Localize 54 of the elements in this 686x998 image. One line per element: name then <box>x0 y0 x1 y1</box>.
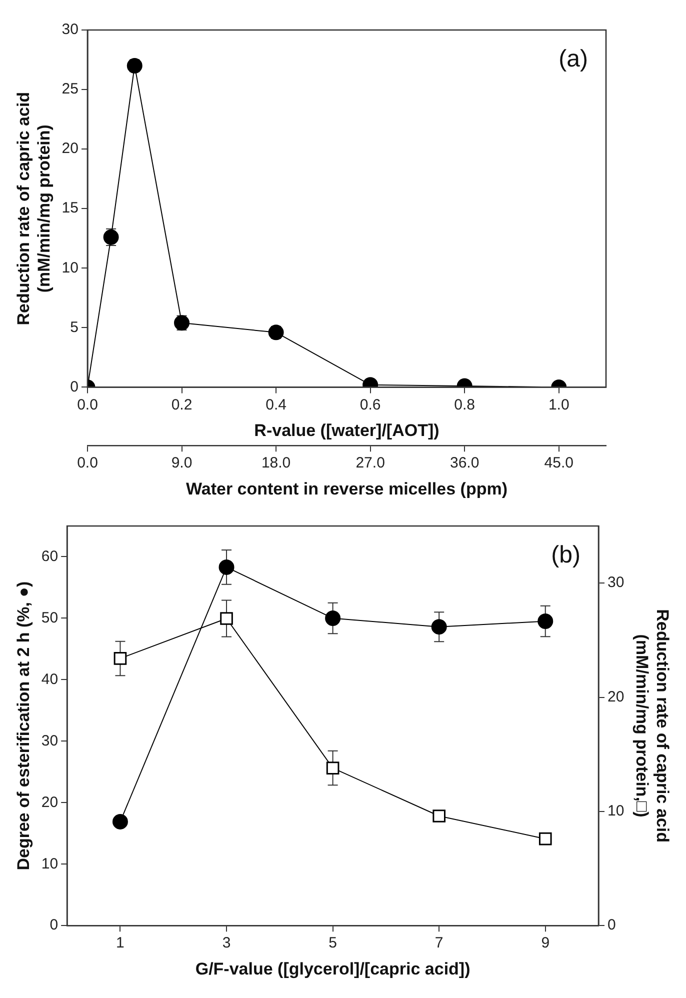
x2-tick-label: 9.0 <box>171 454 192 472</box>
y-tick-label: 20 <box>41 794 58 811</box>
point <box>325 610 341 626</box>
y2-axis-title: Reduction rate of capric acid (mM/min/mg protein,□) <box>632 609 672 842</box>
x-tick-label: 0.8 <box>454 396 476 414</box>
point <box>432 810 446 822</box>
y-tick-label: 20 <box>62 140 78 158</box>
x2-tick-label: 18.0 <box>261 454 291 472</box>
y2-tick-label: 30 <box>608 574 624 592</box>
point <box>112 814 128 830</box>
x-tick-label: 7 <box>434 934 444 952</box>
x2-tick-label: 45.0 <box>544 454 574 472</box>
y-tick-label: 50 <box>41 609 58 626</box>
x-axis-title: G/F-value ([glycerol]/[capric acid]) <box>195 959 470 978</box>
x2-tick-label: 36.0 <box>450 454 480 472</box>
x-tick-label: 0.6 <box>360 396 381 414</box>
y-axis-title: Degree of esterification at 2 h (%, ●) <box>14 581 33 870</box>
point <box>220 612 233 625</box>
x-tick-label: 1 <box>116 934 124 952</box>
point <box>538 614 554 630</box>
x-tick-label: 5 <box>328 934 337 952</box>
x-tick-label: 0.0 <box>77 396 98 414</box>
y-tick-label: 10 <box>41 855 58 872</box>
point <box>126 58 142 74</box>
y2-tick-label: 10 <box>608 802 624 820</box>
y-tick-label: 30 <box>62 21 78 38</box>
x2-axis-title: Water content in reverse micelles (ppm) <box>186 479 508 498</box>
annotation: (b) <box>551 542 581 569</box>
y-tick-label: 0 <box>70 378 78 396</box>
x-tick-label: 9 <box>541 934 550 952</box>
annotation: (a) <box>558 46 588 73</box>
x2-tick-label: 0.0 <box>77 454 98 472</box>
x-tick-label: 1.0 <box>548 396 570 414</box>
y-tick-label: 5 <box>70 318 78 336</box>
x-tick-label: 0.2 <box>171 396 192 414</box>
y-tick-label: 10 <box>62 259 78 276</box>
y-tick-label: 0 <box>50 916 58 934</box>
point <box>114 652 127 665</box>
x-axis-title: R-value ([water]/[AOT]) <box>254 421 440 440</box>
x2-tick-label: 27.0 <box>356 454 385 472</box>
y-tick-label: 15 <box>62 200 78 217</box>
y2-tick-label: 20 <box>608 688 624 706</box>
y-tick-label: 30 <box>41 732 58 750</box>
y-tick-label: 40 <box>41 670 58 688</box>
y2-tick-label: 0 <box>608 916 616 934</box>
x-tick-label: 3 <box>222 934 231 952</box>
y-tick-label: 25 <box>62 80 78 98</box>
point <box>218 559 234 575</box>
y-axis-title: Reduction rate of capric acid (mM/min/mg protein) <box>14 92 54 326</box>
point <box>538 832 552 846</box>
point <box>431 619 447 635</box>
y-tick-label: 60 <box>41 548 58 565</box>
point <box>326 762 340 774</box>
x-tick-label: 0.4 <box>266 396 286 414</box>
